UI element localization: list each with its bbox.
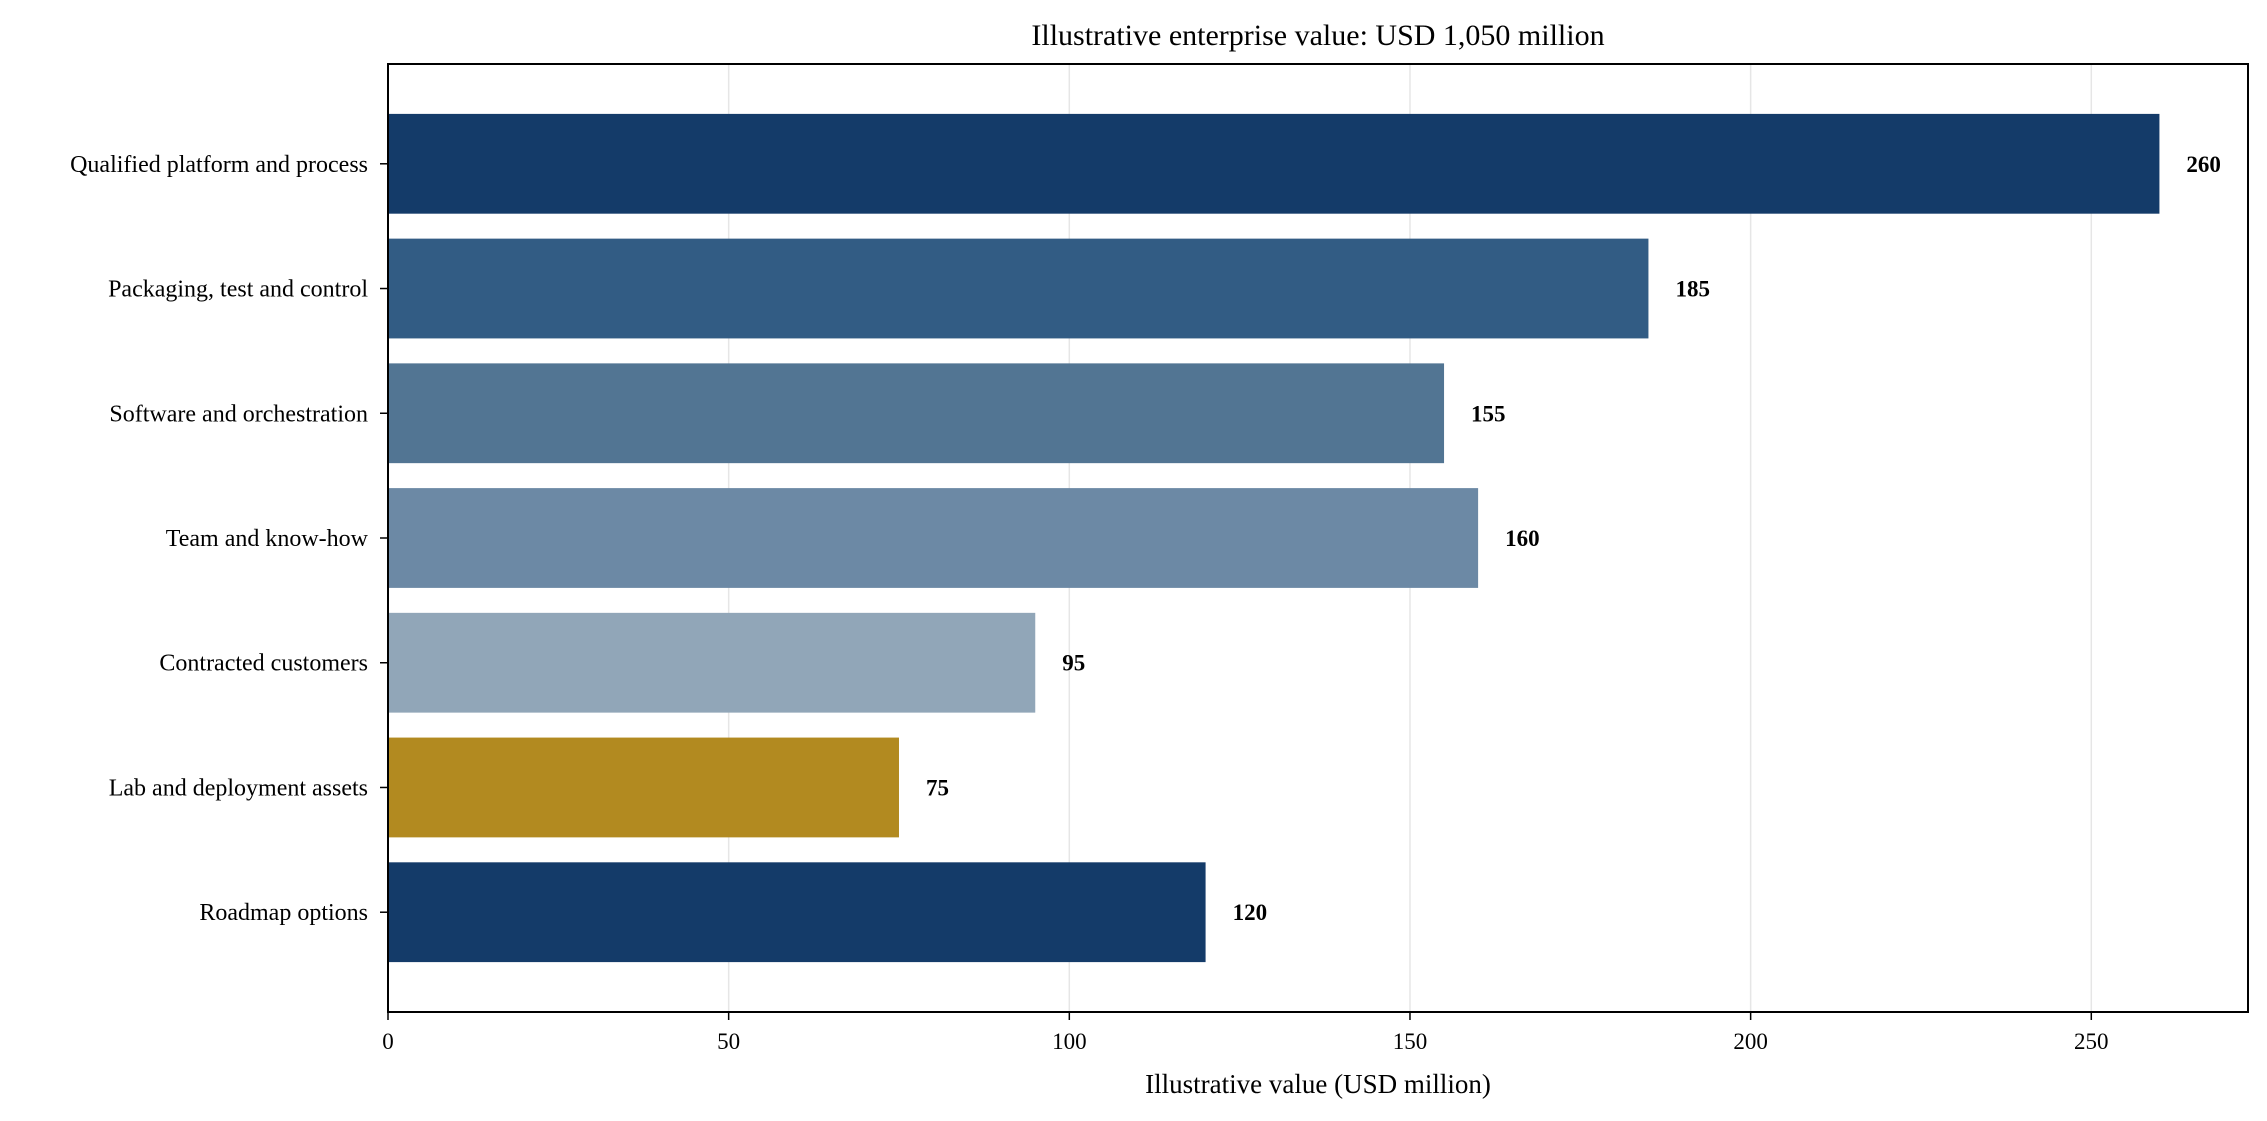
bar	[388, 737, 899, 838]
value-labels-group: 260 185 155 160 95 75 120	[926, 152, 2221, 925]
category-label: Packaging, test and control	[108, 277, 368, 303]
category-label: Contracted customers	[159, 651, 368, 677]
y-axis: Qualified platform and process Packaging,…	[70, 152, 388, 926]
x-tick-label: 200	[1733, 1029, 1768, 1054]
bar	[388, 612, 1036, 713]
plot-frame	[387, 63, 2249, 1013]
x-tick-label: 50	[717, 1029, 740, 1054]
bar	[388, 363, 1445, 464]
x-tick-label: 150	[1393, 1029, 1428, 1054]
category-label: Team and know-how	[166, 526, 369, 552]
chart-title: Illustrative enterprise value: USD 1,050…	[1031, 19, 1604, 52]
x-axis: 0 50 100 150 200 250	[382, 1012, 2109, 1054]
x-tick-label: 0	[382, 1029, 394, 1054]
category-label: Roadmap options	[199, 900, 368, 926]
bar	[388, 238, 1649, 339]
category-label: Lab and deployment assets	[109, 775, 368, 801]
category-label: Qualified platform and process	[70, 152, 368, 178]
x-tick-label: 100	[1052, 1029, 1087, 1054]
value-label: 95	[1062, 651, 1085, 676]
value-label: 75	[926, 775, 949, 800]
bars-group	[388, 113, 2160, 963]
value-label: 185	[1675, 277, 1710, 302]
x-tick-label: 250	[2074, 1029, 2109, 1054]
x-axis-label: Illustrative value (USD million)	[1145, 1069, 1491, 1099]
value-label: 120	[1233, 900, 1268, 925]
value-label: 160	[1505, 526, 1540, 551]
value-label: 260	[2186, 152, 2221, 177]
bar	[388, 862, 1206, 963]
bar	[388, 488, 1479, 588]
category-label: Software and orchestration	[109, 401, 368, 427]
bar	[388, 113, 2160, 214]
value-label: 155	[1471, 401, 1506, 426]
